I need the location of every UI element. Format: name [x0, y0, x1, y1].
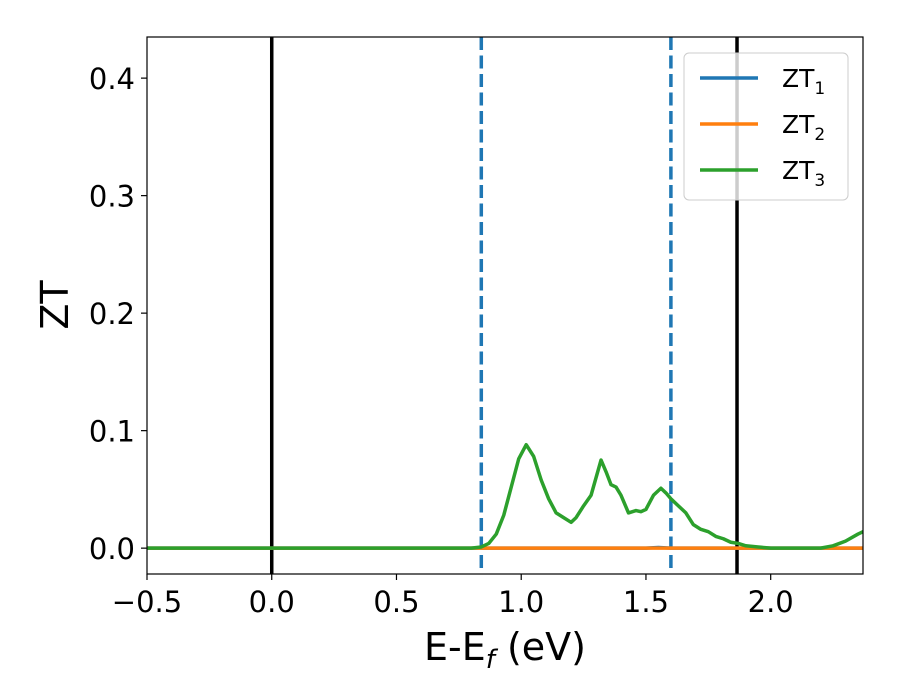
- legend-label-zt3: ZT3: [782, 156, 825, 191]
- x-axis: −0.5 0.0 0.5 1.0 1.5 2.0: [112, 574, 794, 619]
- y-tick-label: 0.2: [89, 297, 135, 331]
- x-tick-label: 0.5: [373, 585, 419, 619]
- series-line-zt3: [147, 442, 863, 550]
- series-lines: [147, 442, 863, 550]
- y-tick-label: 0.1: [89, 415, 135, 449]
- y-tick-label: 0.4: [89, 62, 135, 96]
- x-axis-label: E-Ef (eV): [424, 625, 586, 675]
- x-tick-label: 1.5: [623, 585, 669, 619]
- x-tick-label: 1.0: [498, 585, 544, 619]
- legend-label-zt2: ZT2: [782, 110, 825, 145]
- y-tick-label: 0.3: [89, 180, 135, 214]
- x-tick-label: 2.0: [748, 585, 794, 619]
- legend-box: [683, 52, 849, 201]
- x-tick-label: 0.0: [249, 585, 295, 619]
- y-axis-label: ZT: [33, 280, 77, 330]
- y-tick-label: 0.0: [89, 532, 135, 566]
- y-axis: 0.0 0.1 0.2 0.3 0.4: [89, 62, 147, 566]
- x-tick-label: −0.5: [112, 585, 182, 619]
- legend: ZT1 ZT2 ZT3: [683, 52, 849, 201]
- plot-frame: [146, 36, 864, 575]
- legend-label-zt1: ZT1: [782, 64, 825, 99]
